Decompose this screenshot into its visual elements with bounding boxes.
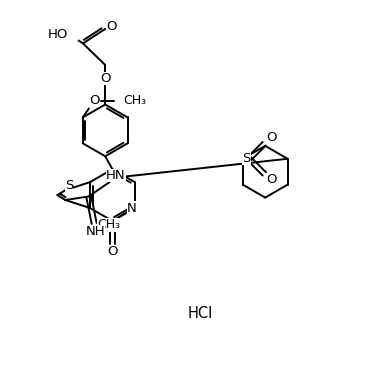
- Text: HN: HN: [106, 169, 126, 182]
- Text: S: S: [242, 151, 250, 165]
- Text: NH: NH: [85, 225, 105, 238]
- Text: O: O: [266, 173, 277, 186]
- Text: O: O: [100, 72, 111, 85]
- Text: CH₃: CH₃: [123, 94, 146, 107]
- Text: CH₃: CH₃: [97, 218, 120, 231]
- Text: O: O: [266, 131, 277, 145]
- Text: S: S: [65, 179, 73, 192]
- Text: HCl: HCl: [188, 306, 213, 321]
- Text: O: O: [107, 20, 117, 32]
- Text: HO: HO: [47, 28, 68, 41]
- Text: N: N: [127, 201, 137, 215]
- Text: O: O: [89, 94, 100, 107]
- Text: O: O: [107, 245, 118, 258]
